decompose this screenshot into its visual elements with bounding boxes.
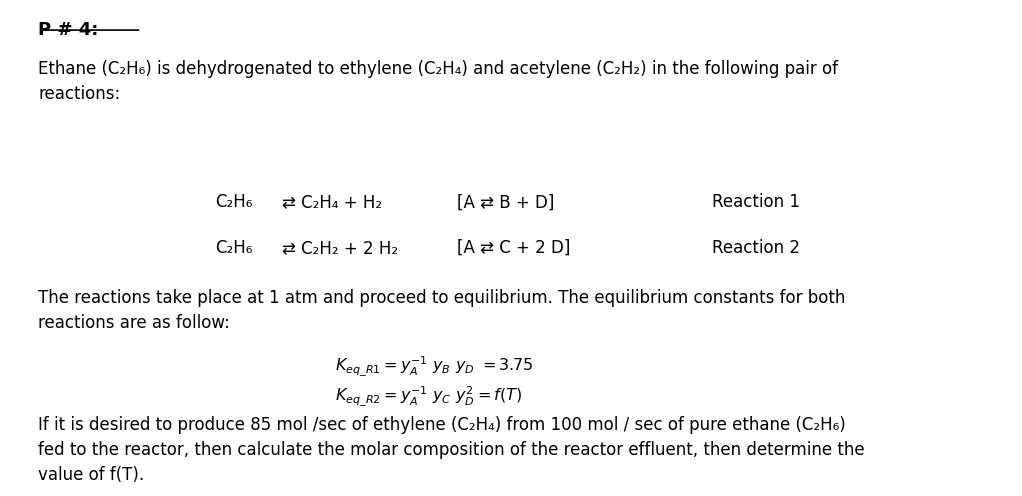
Text: If it is desired to produce 85 mol /sec of ethylene (C₂H₄) from 100 mol / sec of: If it is desired to produce 85 mol /sec … bbox=[38, 416, 865, 484]
Text: C₂H₆: C₂H₆ bbox=[215, 239, 252, 257]
Text: P # 4:: P # 4: bbox=[38, 21, 98, 40]
Text: [A ⇄ B + D]: [A ⇄ B + D] bbox=[457, 193, 554, 211]
Text: The reactions take place at 1 atm and proceed to equilibrium. The equilibrium co: The reactions take place at 1 atm and pr… bbox=[38, 289, 845, 332]
Text: $K_{eq\_R1} = y_A^{-1}\ y_B\ y_D\ = 3.75$: $K_{eq\_R1} = y_A^{-1}\ y_B\ y_D\ = 3.75… bbox=[334, 355, 533, 378]
Text: $K_{eq\_R2} = y_A^{-1}\ y_C\ y_D^{2} = f(T)$: $K_{eq\_R2} = y_A^{-1}\ y_C\ y_D^{2} = f… bbox=[334, 384, 521, 408]
Text: [A ⇄ C + 2 D]: [A ⇄ C + 2 D] bbox=[457, 239, 570, 257]
Text: Reaction 2: Reaction 2 bbox=[712, 239, 800, 257]
Text: C₂H₆: C₂H₆ bbox=[215, 193, 252, 211]
Text: Ethane (C₂H₆) is dehydrogenated to ethylene (C₂H₄) and acetylene (C₂H₂) in the f: Ethane (C₂H₆) is dehydrogenated to ethyl… bbox=[38, 60, 838, 103]
Text: ⇄ C₂H₄ + H₂: ⇄ C₂H₄ + H₂ bbox=[282, 193, 382, 211]
Text: Reaction 1: Reaction 1 bbox=[712, 193, 800, 211]
Text: ⇄ C₂H₂ + 2 H₂: ⇄ C₂H₂ + 2 H₂ bbox=[282, 239, 399, 257]
